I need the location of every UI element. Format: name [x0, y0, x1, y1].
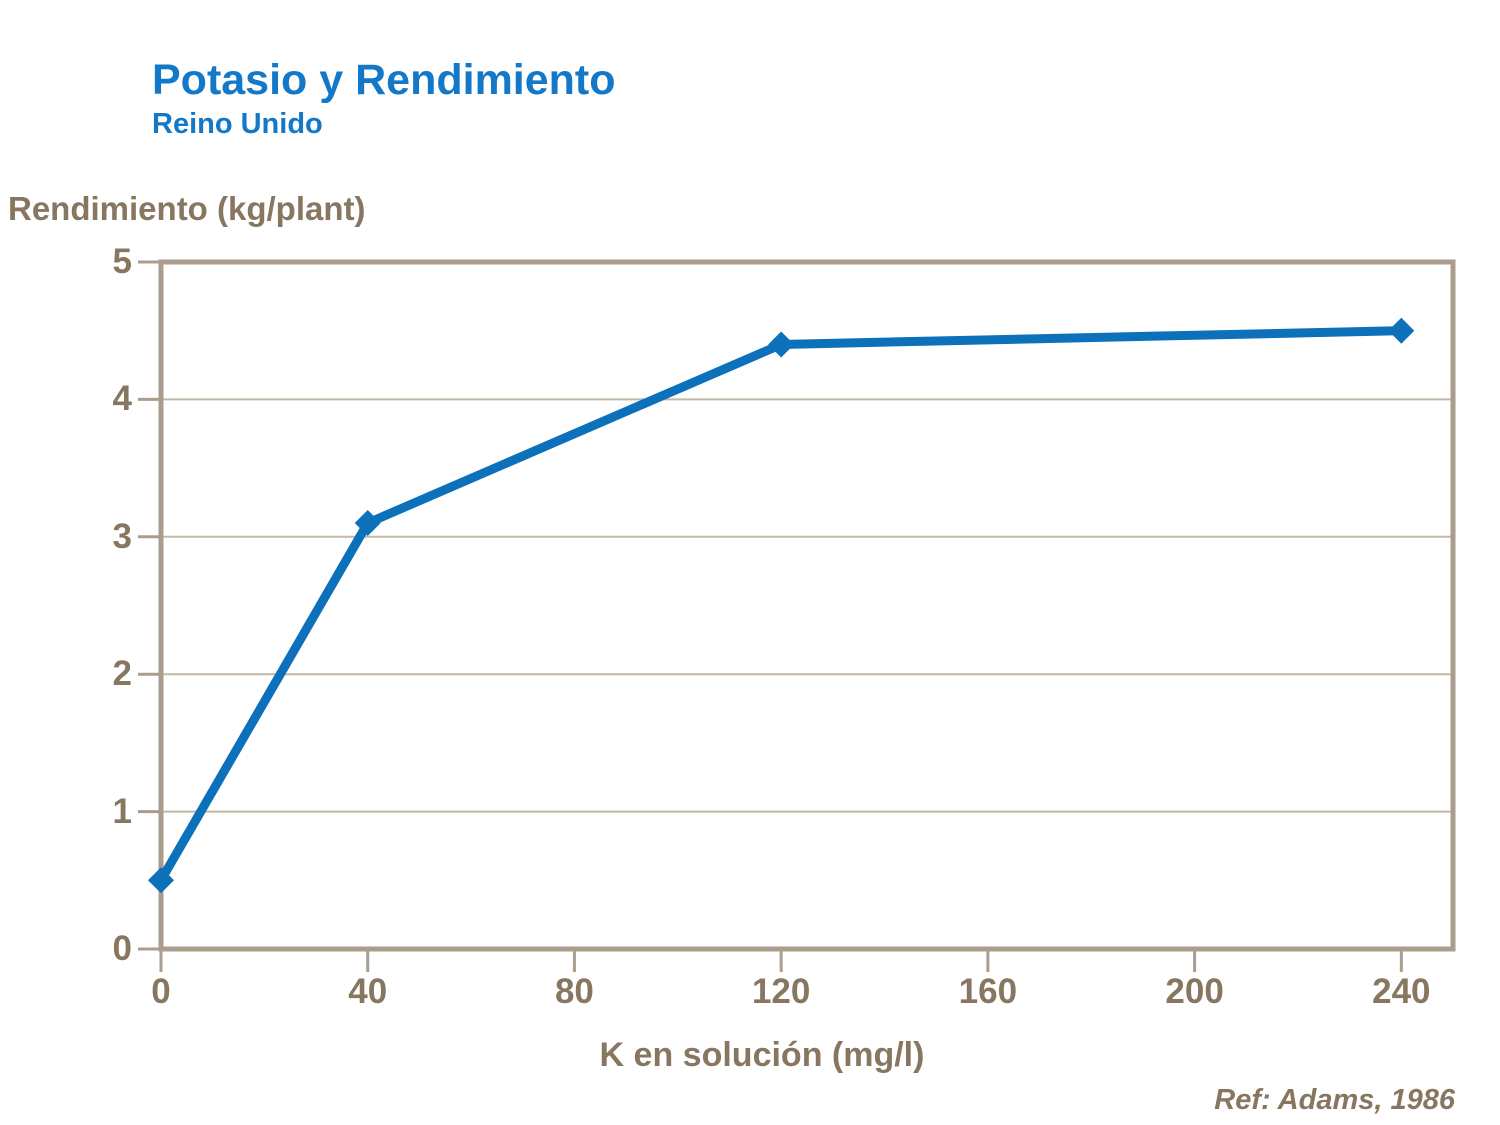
- chart-subtitle: Reino Unido: [152, 108, 323, 140]
- x-tick-label: 80: [554, 972, 594, 1011]
- data-point-marker: [148, 867, 174, 894]
- x-tick-label: 0: [151, 972, 171, 1011]
- data-point-marker: [768, 331, 795, 358]
- y-tick-label: 3: [112, 516, 132, 556]
- data-point-marker: [354, 510, 381, 537]
- y-tick-label: 0: [112, 929, 132, 968]
- chart-title: Potasio y Rendimiento: [152, 56, 616, 104]
- y-tick-label: 1: [112, 791, 132, 831]
- x-tick-label: 240: [1372, 972, 1431, 1011]
- y-tick-label: 5: [112, 242, 132, 281]
- data-line: [157, 326, 1402, 883]
- reference-note: Ref: Adams, 1986: [1214, 1084, 1455, 1116]
- x-tick-label: 200: [1165, 972, 1224, 1011]
- y-tick-label: 2: [112, 654, 132, 694]
- plot-border: [158, 259, 1456, 952]
- x-tick-label: 40: [348, 972, 388, 1011]
- x-tick-label: 120: [751, 972, 811, 1011]
- y-axis-title: Rendimiento (kg/plant): [8, 190, 366, 227]
- y-tick-label: 4: [112, 379, 132, 419]
- x-axis-title: K en solución (mg/l): [599, 1036, 925, 1074]
- x-tick-label: 160: [958, 972, 1018, 1011]
- data-point-marker: [1388, 317, 1415, 344]
